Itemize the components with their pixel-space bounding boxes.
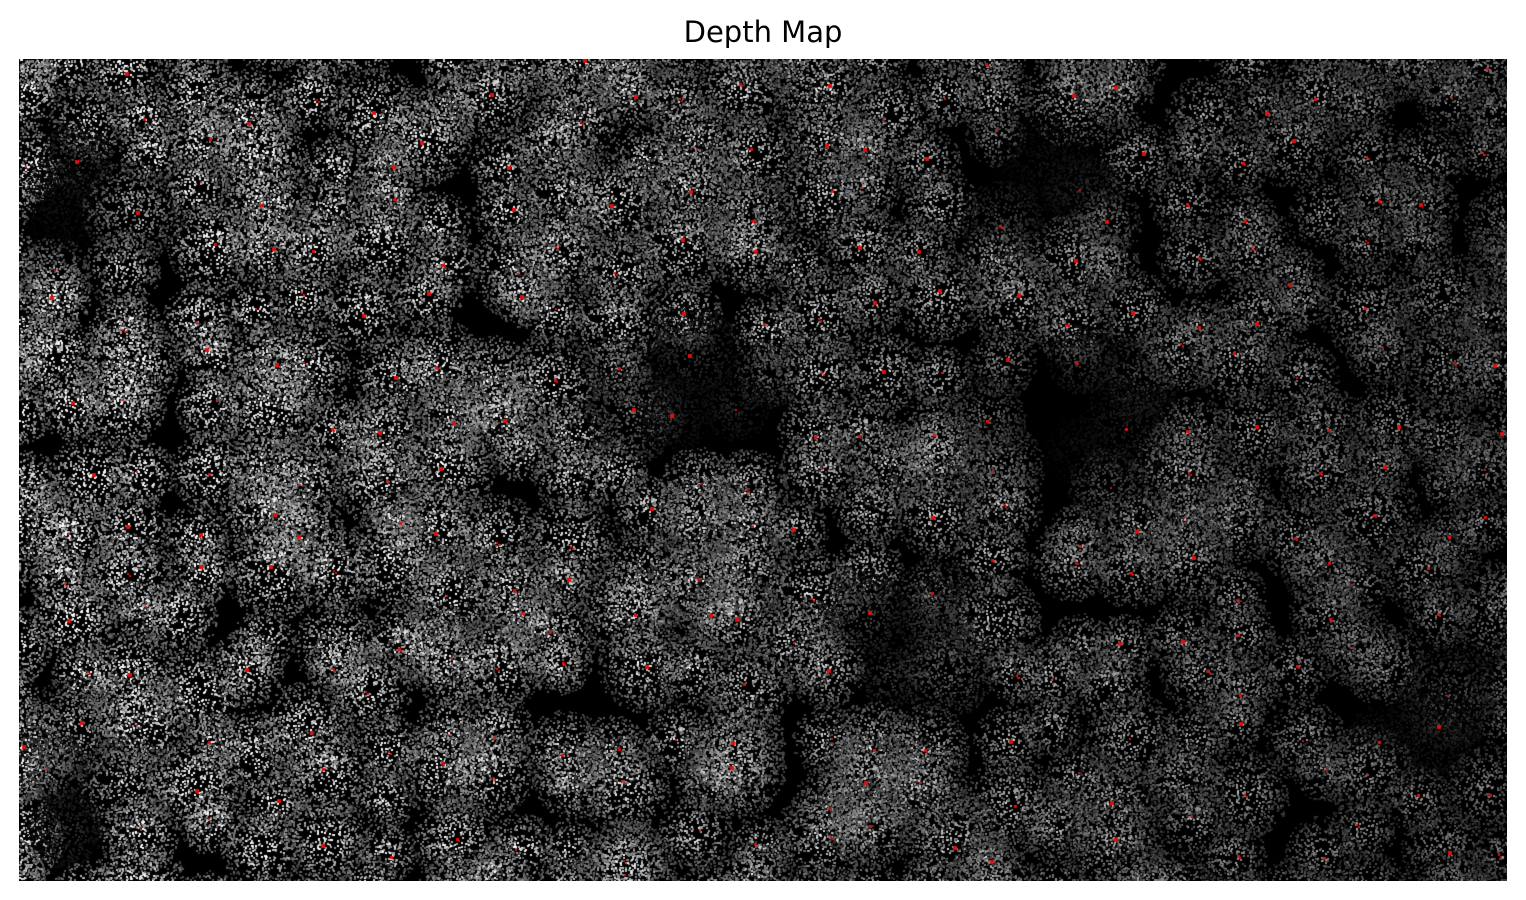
figure-title: Depth Map [683, 15, 843, 49]
depth-map-canvas [19, 59, 1507, 881]
depth-map-image [19, 59, 1507, 881]
